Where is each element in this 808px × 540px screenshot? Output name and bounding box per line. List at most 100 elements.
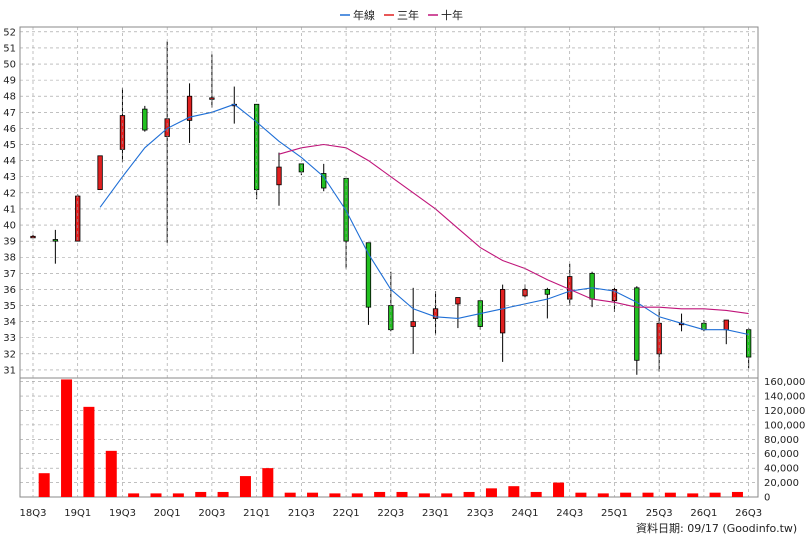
candle-body bbox=[410, 321, 416, 327]
x-tick-label: 22Q1 bbox=[333, 508, 360, 519]
volume-bar bbox=[262, 468, 274, 497]
volume-bar bbox=[239, 476, 251, 497]
candle-body bbox=[52, 239, 59, 242]
x-tick-label: 24Q1 bbox=[512, 508, 539, 519]
volume-bar bbox=[597, 493, 609, 497]
price-tick-label: 35 bbox=[3, 301, 16, 312]
x-tick-label: 18Q3 bbox=[20, 508, 47, 519]
price-tick-label: 41 bbox=[3, 204, 16, 215]
volume-bar bbox=[709, 492, 721, 497]
price-tick-label: 34 bbox=[3, 317, 16, 328]
volume-bar bbox=[150, 493, 162, 497]
candle-body bbox=[119, 115, 126, 150]
x-tick-label: 23Q3 bbox=[467, 508, 494, 519]
volume-bar bbox=[687, 493, 699, 497]
year-line bbox=[99, 103, 749, 336]
volume-bar bbox=[128, 493, 140, 497]
volume-bar bbox=[575, 492, 587, 497]
price-panel: 31 32 33 34 35 36 37 38 39 40 41 42 43 44 45 46 47 48 49 50… bbox=[3, 26, 759, 379]
x-tick-label: 26Q3 bbox=[735, 508, 762, 519]
legend-label: 年線 bbox=[353, 8, 375, 22]
x-tick-label: 25Q3 bbox=[646, 508, 673, 519]
x-tick-label: 21Q3 bbox=[288, 508, 315, 519]
candle-body bbox=[544, 289, 551, 295]
volume-tick-label: 20,000 bbox=[764, 478, 799, 489]
candle-body bbox=[276, 166, 282, 186]
candle-body bbox=[142, 108, 148, 131]
price-tick-label: 37 bbox=[3, 269, 16, 280]
x-tick-label: 23Q1 bbox=[422, 508, 449, 519]
candle-body bbox=[432, 308, 439, 319]
x-tick-label: 20Q1 bbox=[154, 508, 181, 519]
price-tick-label: 31 bbox=[3, 365, 16, 376]
x-tick-label: 19Q1 bbox=[64, 508, 91, 519]
volume-bar bbox=[463, 491, 475, 497]
volume-tick-label: 80,000 bbox=[764, 435, 799, 446]
price-tick-label: 44 bbox=[3, 156, 16, 167]
data-date-note: 資料日期: 09/17 (Goodinfo.tw) bbox=[636, 521, 797, 535]
candle-body bbox=[499, 289, 506, 334]
volume-bar bbox=[217, 491, 229, 497]
volume-bar bbox=[642, 492, 654, 497]
x-tick-label: 21Q1 bbox=[243, 508, 270, 519]
x-tick-label: 19Q3 bbox=[109, 508, 136, 519]
price-tick-label: 50 bbox=[3, 60, 16, 71]
volume-bar bbox=[61, 379, 73, 497]
x-tick-label: 22Q3 bbox=[377, 508, 404, 519]
x-tick-label: 26Q1 bbox=[690, 508, 717, 519]
volume-bar bbox=[620, 492, 632, 497]
x-axis: 18Q3 19Q1 19Q3 20Q1 20Q3 21Q1 21Q3 22Q1 22Q3 23Q1… bbox=[20, 27, 762, 519]
legend: 年線 三年 十年 bbox=[340, 8, 463, 22]
volume-panel: 0 20,000 40,000 60,000 80,000 100,000 120,000 1… bbox=[19, 377, 805, 504]
volume-bar bbox=[307, 492, 319, 497]
candle-body bbox=[723, 319, 729, 331]
three-year-line bbox=[278, 143, 749, 315]
price-tick-label: 43 bbox=[3, 172, 16, 183]
price-tick-label: 51 bbox=[3, 43, 16, 54]
volume-bar bbox=[418, 493, 430, 497]
volume-tick-label: 120,000 bbox=[764, 406, 805, 417]
volume-tick-label: 0 bbox=[764, 493, 770, 504]
price-tick-label: 52 bbox=[3, 27, 16, 38]
volume-bar bbox=[485, 488, 497, 497]
volume-bar bbox=[396, 491, 408, 497]
volume-bar bbox=[374, 491, 386, 497]
x-tick-label: 25Q1 bbox=[601, 508, 628, 519]
x-tick-label: 20Q3 bbox=[198, 508, 225, 519]
legend-label: 十年 bbox=[441, 8, 463, 22]
volume-bar bbox=[731, 491, 743, 497]
candle-body bbox=[365, 242, 372, 308]
candle-body bbox=[186, 95, 193, 121]
candle-body bbox=[634, 287, 640, 361]
price-tick-label: 40 bbox=[3, 221, 16, 232]
price-tick-label: 47 bbox=[3, 108, 16, 119]
x-tick-label: 24Q3 bbox=[556, 508, 583, 519]
candle-body bbox=[455, 297, 461, 305]
price-tick-label: 45 bbox=[3, 140, 16, 151]
candle-body bbox=[97, 155, 103, 191]
volume-bar bbox=[441, 493, 453, 497]
price-tick-label: 38 bbox=[3, 253, 16, 264]
volume-bar bbox=[553, 482, 565, 497]
price-tick-label: 32 bbox=[3, 349, 16, 360]
legend-label: 三年 bbox=[397, 8, 419, 22]
price-tick-label: 42 bbox=[3, 188, 16, 199]
volume-bar bbox=[105, 450, 117, 497]
volume-bar bbox=[83, 406, 95, 497]
volume-tick-label: 60,000 bbox=[764, 449, 799, 460]
volume-bar bbox=[195, 491, 207, 497]
volume-bar bbox=[38, 473, 50, 497]
volume-plot-area bbox=[19, 377, 759, 498]
volume-tick-label: 100,000 bbox=[764, 420, 805, 431]
price-tick-label: 49 bbox=[3, 76, 16, 87]
candle-body bbox=[589, 272, 595, 300]
volume-bar bbox=[508, 486, 520, 497]
price-tick-label: 33 bbox=[3, 333, 16, 344]
price-tick-label: 46 bbox=[3, 124, 16, 135]
volume-tick-label: 140,000 bbox=[764, 392, 805, 403]
price-tick-label: 48 bbox=[3, 92, 16, 103]
price-tick-label: 36 bbox=[3, 285, 16, 296]
volume-bar bbox=[329, 493, 341, 497]
price-tick-label: 39 bbox=[3, 237, 16, 248]
